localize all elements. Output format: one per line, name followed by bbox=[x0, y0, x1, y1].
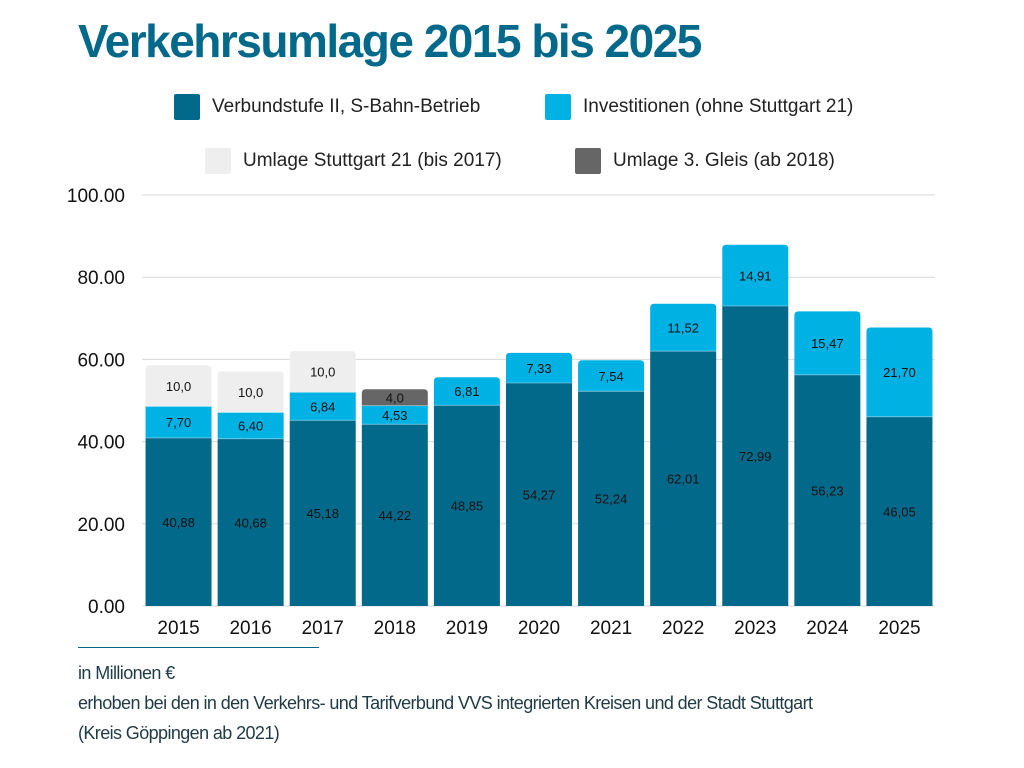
x-tick-label: 2017 bbox=[302, 618, 344, 639]
legend-item-stuttgart21: Umlage Stuttgart 21 (bis 2017) bbox=[205, 148, 502, 174]
data-label: 15,47 bbox=[811, 336, 844, 351]
data-label: 4,53 bbox=[382, 408, 407, 423]
x-tick-label: 2024 bbox=[806, 618, 849, 639]
data-label: 7,54 bbox=[598, 369, 623, 384]
bar-segment-verbund bbox=[650, 351, 717, 606]
legend-item-investitionen: Investitionen (ohne Stuttgart 21) bbox=[545, 94, 853, 120]
bar-segment-verbund bbox=[722, 306, 789, 606]
legend-swatch-stuttgart21 bbox=[205, 148, 231, 174]
bar-segment-invest bbox=[578, 360, 645, 392]
data-label: 6,84 bbox=[310, 399, 335, 414]
bar-segment-verbund bbox=[361, 424, 428, 606]
legend-swatch-gleis bbox=[575, 148, 601, 174]
data-label: 10,0 bbox=[310, 365, 335, 380]
bar-segment-invest bbox=[145, 406, 212, 438]
legend-label-verbund: Verbundstufe II, S-Bahn-Betrieb bbox=[212, 96, 481, 117]
bar-segment-verbund bbox=[866, 416, 933, 606]
bar-segment-invest bbox=[361, 405, 428, 425]
data-label: 40,88 bbox=[162, 515, 195, 530]
data-label: 54,27 bbox=[523, 487, 556, 502]
bar-segment-invest bbox=[433, 377, 500, 406]
bar-segment-invest bbox=[650, 303, 717, 352]
data-label: 21,70 bbox=[883, 365, 916, 380]
data-label: 44,22 bbox=[379, 508, 412, 523]
bar-segment-verbund bbox=[794, 374, 861, 606]
legend-label-investitionen: Investitionen (ohne Stuttgart 21) bbox=[583, 96, 854, 117]
data-label: 62,01 bbox=[667, 472, 700, 487]
legend-swatch-investitionen bbox=[545, 94, 571, 120]
y-tick-label: 80.00 bbox=[77, 268, 125, 289]
data-label: 40,68 bbox=[234, 515, 267, 530]
y-tick-label: 20.00 bbox=[77, 515, 125, 536]
x-tick-label: 2019 bbox=[446, 618, 488, 639]
x-tick-label: 2022 bbox=[662, 618, 704, 639]
bar-segment-invest bbox=[289, 392, 356, 421]
source-note-2: (Kreis Göppingen ab 2021) bbox=[78, 723, 280, 743]
bar-segment-invest bbox=[722, 244, 789, 307]
data-label: 10,0 bbox=[238, 385, 263, 400]
chart-title: Verkehrsumlage 2015 bis 2025 bbox=[78, 15, 702, 67]
data-label: 48,85 bbox=[451, 499, 484, 514]
y-tick-label: 100.00 bbox=[67, 186, 125, 207]
data-label: 72,99 bbox=[739, 449, 772, 464]
data-label: 11,52 bbox=[667, 320, 699, 335]
bar-segment-verbund bbox=[433, 405, 500, 606]
data-label: 45,18 bbox=[306, 506, 339, 521]
legend-item-gleis: Umlage 3. Gleis (ab 2018) bbox=[575, 148, 835, 174]
x-tick-label: 2018 bbox=[374, 618, 416, 639]
x-tick-label: 2021 bbox=[590, 618, 632, 639]
bar-segment-invest bbox=[217, 412, 284, 439]
bar-segment-verbund bbox=[578, 391, 645, 606]
bar-segment-invest bbox=[866, 327, 933, 417]
data-label: 56,23 bbox=[811, 483, 844, 498]
data-label: 10,0 bbox=[166, 379, 191, 394]
bar-segment-verbund bbox=[506, 382, 572, 606]
data-label: 14,91 bbox=[739, 268, 772, 283]
x-tick-label: 2016 bbox=[229, 618, 271, 639]
data-label: 4,0 bbox=[386, 390, 404, 405]
footnote-divider bbox=[78, 647, 319, 648]
legend-label-stuttgart21: Umlage Stuttgart 21 (bis 2017) bbox=[243, 150, 502, 171]
x-tick-label: 2015 bbox=[157, 618, 199, 639]
bar-segment-s21 bbox=[289, 351, 356, 393]
legend-label-gleis: Umlage 3. Gleis (ab 2018) bbox=[613, 150, 835, 171]
x-tick-label: 2025 bbox=[878, 618, 920, 639]
unit-note: in Millionen € bbox=[78, 663, 175, 683]
data-label: 7,33 bbox=[526, 361, 551, 376]
bar-segment-verbund bbox=[217, 438, 284, 606]
bar-segment-invest bbox=[794, 311, 861, 375]
x-tick-label: 2023 bbox=[734, 618, 776, 639]
data-label: 52,24 bbox=[595, 492, 628, 507]
data-label: 6,81 bbox=[454, 384, 479, 399]
data-label: 6,40 bbox=[238, 419, 263, 434]
legend-item-verbund: Verbundstufe II, S-Bahn-Betrieb bbox=[174, 94, 480, 120]
y-tick-label: 0.00 bbox=[88, 597, 125, 618]
bar-segment-verbund bbox=[145, 437, 212, 606]
bar-segment-invest bbox=[506, 352, 572, 383]
bar-segment-verbund bbox=[289, 420, 356, 606]
bar-segment-s21 bbox=[217, 371, 284, 413]
data-label: 46,05 bbox=[883, 504, 916, 519]
data-label: 7,70 bbox=[166, 415, 191, 430]
y-tick-label: 40.00 bbox=[77, 433, 125, 454]
x-tick-label: 2020 bbox=[518, 618, 560, 639]
legend-swatch-verbund bbox=[174, 94, 200, 120]
source-note: erhoben bei den in den Verkehrs- und Tar… bbox=[78, 693, 813, 713]
y-tick-label: 60.00 bbox=[77, 350, 125, 371]
bar-segment-s21 bbox=[145, 365, 212, 407]
bar-segment-gleis bbox=[361, 389, 428, 406]
